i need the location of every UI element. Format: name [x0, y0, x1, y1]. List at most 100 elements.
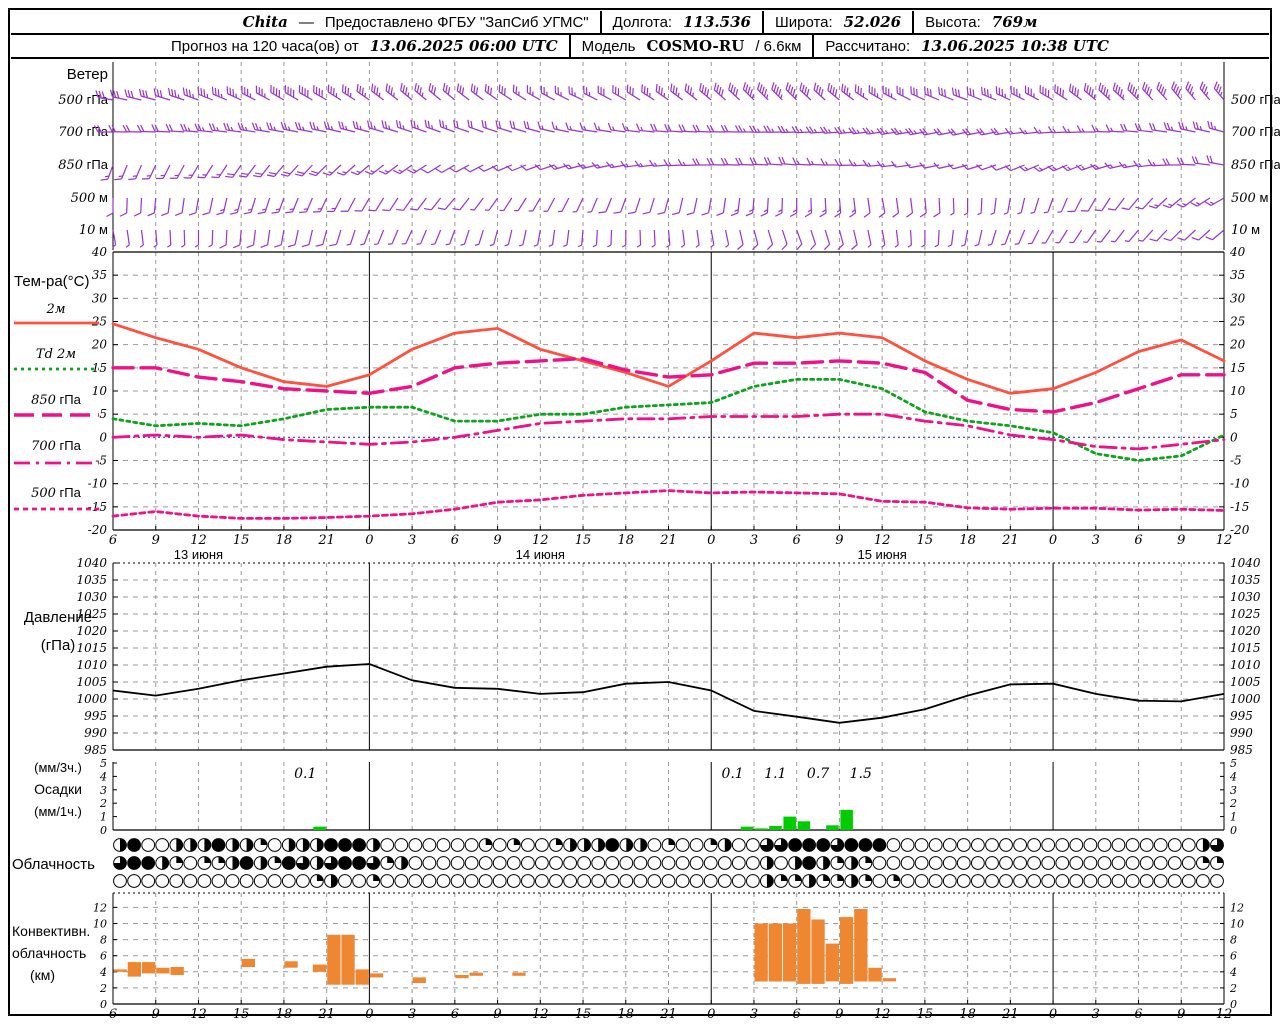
barb-feather — [229, 87, 232, 96]
cloud-cover-symbol — [1153, 838, 1168, 852]
time-tick-label: 15 — [917, 1007, 934, 1022]
cloud-cover-symbol — [956, 874, 971, 888]
wind-barb — [445, 229, 456, 246]
barb-feather — [890, 128, 897, 135]
barb-feather — [1210, 121, 1214, 130]
barb-staff — [583, 92, 598, 101]
barb-feather — [298, 85, 301, 93]
barb-staff — [641, 91, 655, 101]
cloud-cover-symbol — [928, 856, 943, 870]
barb-staff — [551, 229, 556, 245]
barb-feather — [737, 244, 744, 250]
barb-feather — [127, 90, 131, 98]
barb-feather — [634, 160, 640, 168]
time-tick-label: 6 — [451, 533, 459, 548]
pressure-ytick-left: 985 — [84, 743, 107, 757]
barb-feather — [145, 90, 148, 98]
barb-feather — [404, 87, 408, 95]
barb-feather — [312, 122, 316, 130]
wind-barb — [238, 164, 256, 178]
cloud-cover-fill — [570, 838, 577, 852]
barb-feather — [655, 83, 658, 92]
time-tick-label: 12 — [532, 1007, 549, 1022]
time-tick-label: 15 — [575, 1007, 592, 1022]
barb-half-feather — [1110, 127, 1114, 132]
wind-barb — [423, 197, 442, 211]
barb-staff — [140, 229, 144, 245]
barb-half-feather — [188, 174, 193, 176]
convective-cloud-bar — [170, 967, 184, 975]
barb-feather — [108, 124, 113, 133]
barb-staff — [653, 130, 669, 133]
cloud-cover-fill — [373, 874, 380, 881]
wind-barb — [827, 83, 840, 101]
barb-feather — [456, 120, 459, 129]
cloud-cover-symbol — [1139, 856, 1154, 870]
barb-staff — [1137, 129, 1153, 133]
barb-feather — [777, 125, 783, 133]
wind-barb — [834, 158, 854, 167]
wind-barb — [232, 229, 242, 249]
wind-barb — [506, 164, 527, 172]
barb-staff — [810, 197, 813, 214]
cloud-cover-fill — [1210, 838, 1224, 852]
wind-barb — [785, 82, 798, 101]
cloud-cover-symbol — [183, 874, 198, 888]
barb-staff — [895, 197, 900, 213]
wind-barb — [1176, 197, 1196, 208]
barb-half-feather — [653, 162, 658, 167]
barb-feather — [113, 90, 117, 98]
barb-staff — [1209, 127, 1225, 133]
cloud-cover-symbol — [746, 838, 760, 852]
barb-feather — [1147, 159, 1153, 167]
wind-barb — [188, 197, 200, 216]
barb-feather — [165, 123, 170, 132]
barb-half-feather — [780, 94, 783, 99]
wind-barb — [905, 127, 926, 136]
cloud-cover-fill — [190, 838, 197, 852]
barb-feather — [791, 126, 797, 134]
precip-ytick-right: 3 — [1230, 784, 1237, 797]
barb-feather — [1071, 85, 1074, 93]
barb-staff — [1151, 164, 1168, 167]
barb-feather — [1123, 123, 1128, 132]
barb-feather — [125, 124, 131, 133]
barb-staff — [333, 197, 342, 212]
barb-half-feather — [636, 244, 641, 248]
barb-half-feather — [533, 244, 538, 247]
barb-half-feather — [1196, 202, 1201, 205]
barb-feather — [684, 83, 688, 91]
barb-staff — [1087, 197, 1097, 212]
barb-half-feather — [1123, 163, 1128, 168]
barb-staff — [254, 129, 270, 133]
barb-feather — [512, 121, 516, 129]
wind-barb — [194, 230, 200, 248]
barb-half-feather — [331, 207, 336, 210]
wind-barb — [763, 125, 783, 133]
barb-feather — [976, 164, 983, 171]
barb-feather — [951, 87, 955, 95]
barb-staff — [1209, 161, 1225, 166]
cloud-cover-fill — [859, 838, 872, 852]
barb-half-feather — [421, 92, 424, 97]
barb-staff — [299, 91, 313, 101]
barb-half-feather — [153, 244, 158, 248]
cloud-cover-fill — [802, 856, 816, 870]
barb-feather — [280, 173, 289, 177]
cloud-cover-symbol — [675, 856, 690, 870]
barb-half-feather — [387, 243, 393, 245]
barb-feather — [687, 85, 690, 93]
barb-feather — [392, 169, 401, 175]
barb-feather — [435, 168, 443, 174]
pressure-unit-label: (гПа) — [41, 637, 76, 654]
barb-feather — [237, 122, 242, 130]
cloud-cover-symbol — [492, 874, 507, 888]
altitude-value: 769м — [991, 13, 1038, 31]
barb-staff — [868, 91, 883, 101]
wind-barb — [848, 159, 868, 167]
barb-staff — [752, 197, 755, 213]
barb-feather — [326, 210, 335, 213]
barb-feather — [860, 87, 862, 96]
barb-feather — [752, 244, 759, 250]
wind-barb — [1062, 125, 1082, 134]
